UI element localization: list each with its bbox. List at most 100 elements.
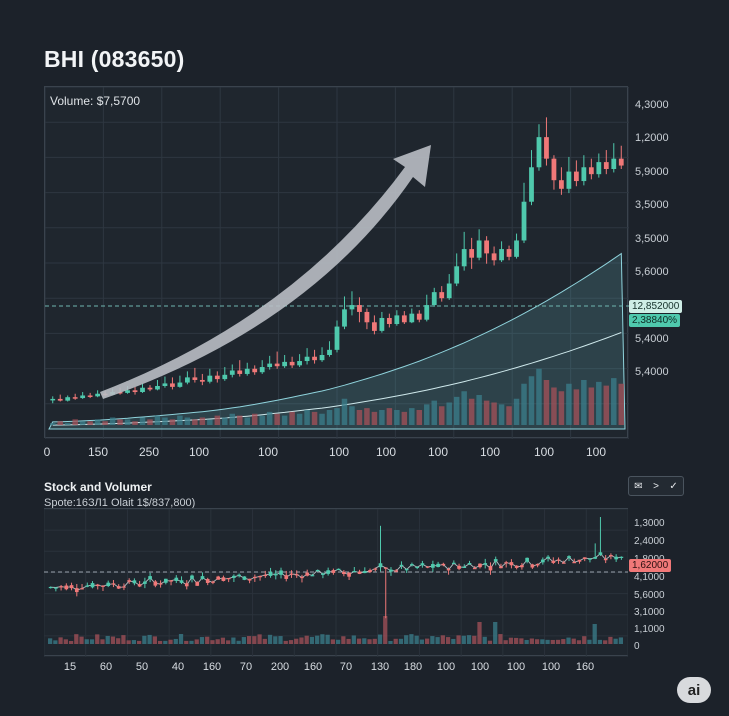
sub-chart-toolbar[interactable]: ✉ > ✓	[628, 476, 684, 496]
volume-bar	[117, 419, 123, 425]
volume-bar	[222, 417, 228, 425]
sub-candle-body	[394, 570, 399, 572]
candle-body	[536, 137, 542, 168]
sub-volume-bar	[514, 637, 519, 644]
candle-body	[514, 240, 519, 257]
sub-volume-bar	[226, 640, 231, 644]
candle-body	[551, 158, 557, 181]
sub-candle-body	[420, 563, 425, 566]
sub-volume-bar	[498, 634, 503, 644]
sub-volume-bar	[414, 635, 419, 644]
volume-bar	[409, 408, 415, 425]
candle-body	[454, 266, 460, 284]
main-chart-panel[interactable]	[44, 86, 629, 439]
sub-volume-bar	[477, 622, 482, 644]
sub-candle-body	[342, 571, 346, 575]
candle-body	[342, 309, 347, 327]
sub-candle-body	[305, 572, 310, 576]
sub-y-tick-label: 0	[634, 641, 640, 652]
volume-bar	[371, 411, 378, 425]
sub-chart-panel[interactable]	[44, 508, 628, 657]
volume-label: Volume: $7,5700	[50, 94, 141, 108]
candle-body	[304, 356, 310, 362]
sub-volume-bar	[309, 636, 315, 644]
y-tick-label: 5,4000	[635, 366, 669, 379]
sub-candle-body	[520, 565, 524, 568]
y-tick-label: 1,2000	[635, 132, 669, 145]
sub-volume-bar	[53, 640, 58, 644]
volume-bar	[386, 408, 393, 425]
sub-candle-body	[315, 569, 320, 572]
candle-body	[170, 383, 175, 387]
volume-bar	[416, 410, 423, 425]
sub-candle-body	[488, 566, 493, 571]
sub-x-tick-label: 40	[171, 661, 185, 673]
sub-volume-bar	[121, 635, 126, 644]
volume-bar	[528, 376, 535, 425]
sub-volume-bar	[566, 637, 571, 644]
candle-body	[50, 398, 56, 401]
candle-body	[95, 393, 101, 397]
candle-body	[484, 240, 490, 254]
sub-volume-bar	[383, 616, 388, 644]
volume-bar	[551, 387, 557, 425]
sub-chart-svg[interactable]	[44, 509, 628, 657]
sub-volume-bar	[257, 634, 262, 644]
volume-bar	[162, 417, 168, 425]
envelope-icon[interactable]: ✉	[634, 480, 643, 492]
candle-body	[155, 386, 160, 390]
sub-volume-bar	[220, 637, 226, 644]
sub-volume-bar	[336, 639, 341, 644]
volume-bar	[79, 421, 86, 425]
candle-body	[476, 240, 482, 258]
sub-volume-bar	[63, 639, 68, 644]
sub-volume-bar	[147, 634, 152, 644]
page-title: BHI (083650)	[44, 46, 185, 72]
sub-volume-bar	[168, 639, 173, 644]
sub-volume-bar	[419, 639, 425, 644]
sub-candle-body	[614, 556, 618, 560]
volume-bar	[438, 406, 445, 425]
sub-candle-body	[577, 559, 582, 562]
sub-volume-bar	[189, 640, 194, 644]
x-tick-label: 100	[585, 445, 607, 459]
sub-candle-body	[90, 583, 95, 588]
y-tick-label: 3,5000	[635, 232, 669, 245]
check-icon[interactable]: ✓	[669, 480, 678, 492]
volume-bar	[109, 417, 116, 425]
sub-volume-bar	[398, 638, 404, 644]
candle-body	[312, 356, 317, 361]
sub-candle-body	[362, 571, 367, 574]
candle-body	[229, 370, 235, 375]
sub-volume-bar	[68, 640, 74, 644]
sub-volume-bar	[262, 638, 267, 644]
sub-candle-body	[357, 571, 362, 574]
sub-volume-bar	[367, 639, 372, 644]
x-tick-label: 100	[188, 445, 210, 459]
sub-candle-body	[221, 577, 226, 581]
price-tag-secondary: 2,38840%	[629, 314, 681, 327]
volume-bar	[513, 398, 520, 425]
candle-body	[162, 383, 168, 386]
sub-x-tick-label: 100	[541, 661, 561, 673]
sub-volume-bar	[472, 635, 477, 644]
ai-badge[interactable]: ai	[677, 677, 711, 703]
sub-candle-body	[472, 568, 477, 570]
volume-bar	[603, 385, 610, 425]
candle-body	[431, 292, 437, 306]
main-chart-svg[interactable]	[45, 87, 629, 439]
sub-candle-body	[158, 583, 163, 585]
chevron-right-icon[interactable]: >	[653, 480, 659, 492]
sub-volume-bar	[529, 638, 534, 644]
volume-bar	[461, 391, 467, 425]
sub-volume-bar	[241, 637, 246, 644]
volume-bar	[311, 411, 318, 425]
candle-body	[192, 377, 198, 380]
sub-volume-bar	[613, 638, 618, 644]
candle-body	[581, 167, 587, 182]
sub-candle-body	[294, 574, 299, 576]
candle-body	[469, 249, 475, 258]
y-tick-label: 4,3000	[635, 99, 669, 111]
sub-candle-body	[399, 564, 404, 567]
sub-volume-bar	[356, 638, 362, 644]
